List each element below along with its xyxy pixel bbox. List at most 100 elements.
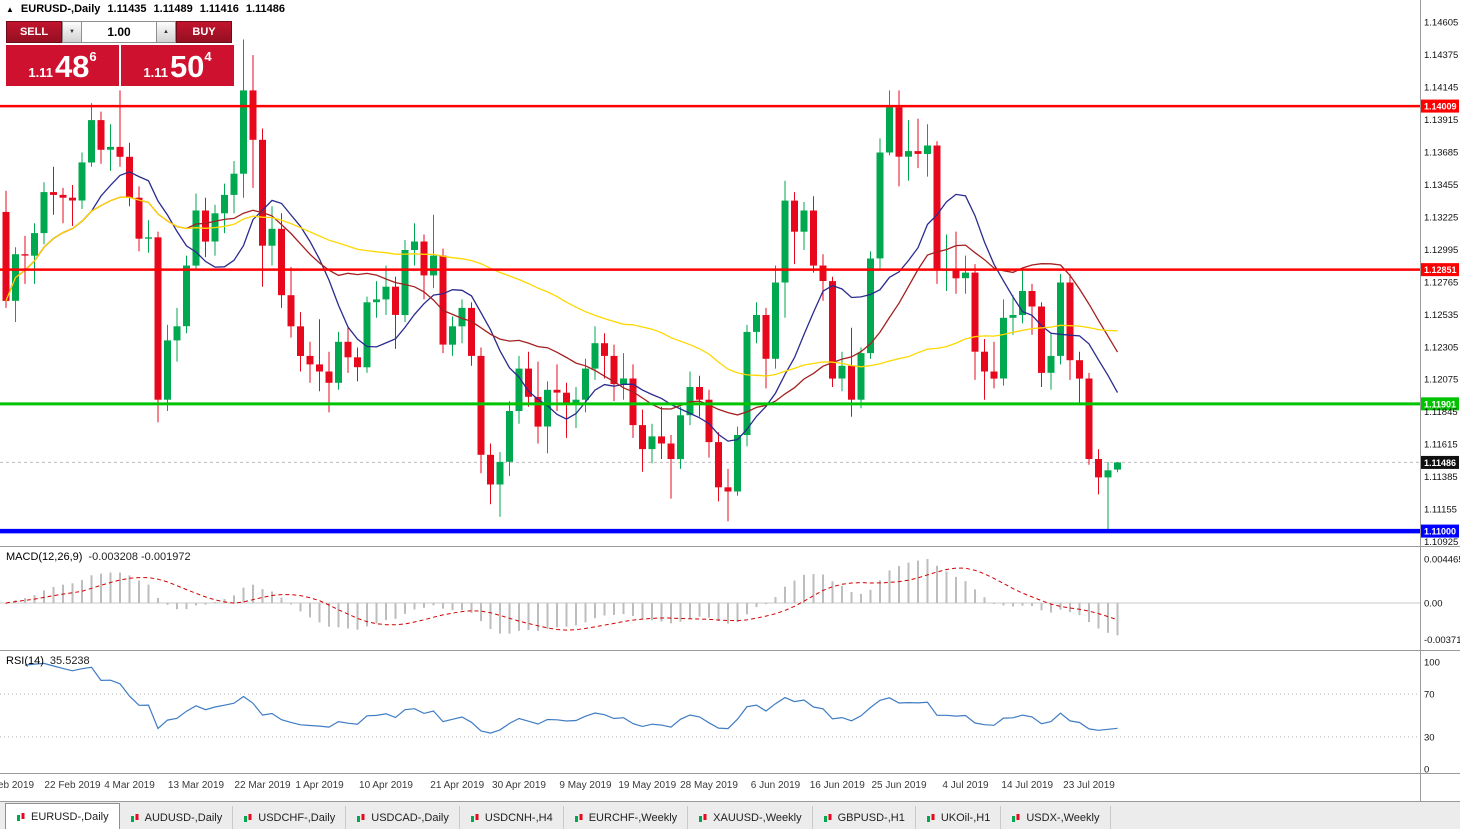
date-tick: 22 Feb 2019 <box>44 780 101 791</box>
macd-chart[interactable]: 0.004465 0.00 -0.003715 <box>0 547 1460 650</box>
date-tick: 23 Jul 2019 <box>1063 780 1115 791</box>
svg-text:1.13685: 1.13685 <box>1424 147 1458 158</box>
svg-text:1.14145: 1.14145 <box>1424 82 1458 93</box>
macd-name: MACD(12,26,9) <box>6 551 83 563</box>
volume-input[interactable] <box>82 21 156 43</box>
svg-text:0: 0 <box>1424 765 1429 774</box>
tab-label: USDCHF-,Daily <box>258 811 336 824</box>
rsi-value: 35.5238 <box>49 655 90 667</box>
sell-price-pip: 6 <box>89 49 97 64</box>
macd-values: -0.003208 -0.001972 <box>88 551 191 563</box>
date-tick: 30 Apr 2019 <box>492 780 546 791</box>
svg-text:1.12535: 1.12535 <box>1424 310 1458 321</box>
symbol-period-label: EURUSD-,Daily <box>20 3 101 15</box>
price-chart-panel: ▲ EURUSD-,Daily 1.11435 1.11489 1.11416 … <box>0 0 1460 546</box>
stepper-down-icon: ▼ <box>69 29 75 35</box>
mini-chart-icon <box>130 813 140 823</box>
tab-label: GBPUSD-,H1 <box>837 811 905 824</box>
date-tick: 13 Feb 2019 <box>0 780 35 791</box>
svg-text:1.11155: 1.11155 <box>1424 505 1457 516</box>
rsi-axis-labels: 100 70 30 0 <box>1424 658 1440 774</box>
buy-button[interactable]: BUY <box>176 21 232 43</box>
date-tick: 9 May 2019 <box>559 780 612 791</box>
svg-text:1.11486: 1.11486 <box>1424 458 1456 468</box>
price-axis-labels: 1.14605 1.14375 1.14145 1.13915 1.13685 1.134… <box>1424 17 1458 546</box>
moving-average-50 <box>5 196 1118 377</box>
tab-label: EURUSD-,Daily <box>31 810 109 823</box>
tab-label: USDCAD-,Daily <box>371 811 449 824</box>
sell-price-box[interactable]: 1.11 48 6 <box>6 45 119 86</box>
buy-price-prefix: 1.11 <box>143 65 168 80</box>
svg-text:1.10925: 1.10925 <box>1424 537 1458 546</box>
chart-tab-audusd-daily[interactable]: AUDUSD-,Daily <box>120 806 234 829</box>
date-tick: 1 Apr 2019 <box>295 780 344 791</box>
chart-tab-eurusd-daily[interactable]: EURUSD-,Daily <box>5 803 120 829</box>
mini-chart-icon <box>1011 813 1021 823</box>
mini-chart-icon <box>356 813 366 823</box>
ohlc-header: ▲ EURUSD-,Daily 1.11435 1.11489 1.11416 … <box>6 3 285 15</box>
mini-chart-icon <box>16 812 26 822</box>
low-value: 1.11416 <box>199 3 239 15</box>
chart-tab-usdcnh-h4[interactable]: USDCNH-,H4 <box>460 806 564 829</box>
one-click-trading-panel: SELL ▼ ▲ BUY 1.11 48 6 1.11 50 4 <box>6 21 236 86</box>
mini-chart-icon <box>574 813 584 823</box>
chart-tab-gbpusd-h1[interactable]: GBPUSD-,H1 <box>813 806 916 829</box>
date-tick: 13 Mar 2019 <box>167 780 225 791</box>
tab-label: AUDUSD-,Daily <box>144 811 223 824</box>
svg-text:1.13225: 1.13225 <box>1424 212 1458 223</box>
svg-text:1.13915: 1.13915 <box>1424 115 1458 126</box>
candlestick-chart[interactable]: 1.140091.128511.119011.110001.114861.146… <box>0 0 1460 546</box>
date-tick: 28 May 2019 <box>680 780 738 791</box>
high-value: 1.11489 <box>153 3 193 15</box>
svg-text:-0.003715: -0.003715 <box>1424 635 1460 646</box>
svg-text:1.14375: 1.14375 <box>1424 50 1458 61</box>
one-click-collapse-icon[interactable]: ▲ <box>6 4 14 14</box>
buy-price-box[interactable]: 1.11 50 4 <box>121 45 234 86</box>
svg-text:1.11000: 1.11000 <box>1424 527 1456 537</box>
sell-button[interactable]: SELL <box>6 21 62 43</box>
moving-average-20 <box>5 196 1119 416</box>
chart-tab-xauusd-weekly[interactable]: XAUUSD-,Weekly <box>688 806 813 829</box>
chart-tab-eurchf-weekly[interactable]: EURCHF-,Weekly <box>564 806 689 829</box>
moving-average-10 <box>5 171 1119 442</box>
date-tick: 19 May 2019 <box>618 780 677 791</box>
svg-text:1.12305: 1.12305 <box>1424 342 1458 353</box>
macd-panel: MACD(12,26,9) -0.003208 -0.001972 0.00446… <box>0 546 1460 650</box>
volume-increase-button[interactable]: ▲ <box>156 21 176 43</box>
svg-text:0.004465: 0.004465 <box>1424 555 1460 566</box>
tab-label: UKOil-,H1 <box>940 811 991 824</box>
mini-chart-icon <box>926 813 936 823</box>
macd-label: MACD(12,26,9) -0.003208 -0.001972 <box>6 551 191 563</box>
rsi-chart[interactable]: 100 70 30 0 <box>0 651 1460 773</box>
rsi-label: RSI(14) 35.5238 <box>6 655 90 667</box>
date-tick: 22 Mar 2019 <box>234 780 291 791</box>
svg-text:0.00: 0.00 <box>1424 599 1443 610</box>
chart-tab-usdcad-daily[interactable]: USDCAD-,Daily <box>346 806 460 829</box>
chart-tab-ukoil-h1[interactable]: UKOil-,H1 <box>916 806 1002 829</box>
chart-tab-usdx-weekly[interactable]: USDX-,Weekly <box>1001 806 1111 829</box>
candles-layer <box>2 39 1121 530</box>
macd-signal-line <box>5 567 1118 631</box>
svg-text:1.11845: 1.11845 <box>1424 407 1458 418</box>
volume-decrease-button[interactable]: ▼ <box>62 21 82 43</box>
mini-chart-icon <box>243 813 253 823</box>
horizontal-levels-layer[interactable]: 1.14009 1.12851 1.11901 1.11000 <box>0 99 1459 538</box>
chart-tab-usdchf-daily[interactable]: USDCHF-,Daily <box>233 806 347 829</box>
price-axis-separator[interactable] <box>1420 0 1421 801</box>
svg-text:1.13455: 1.13455 <box>1424 180 1458 191</box>
macd-axis-labels: 0.004465 0.00 -0.003715 <box>1424 555 1460 647</box>
date-tick: 4 Mar 2019 <box>104 780 155 791</box>
date-tick: 16 Jun 2019 <box>809 780 865 791</box>
rsi-line <box>24 662 1118 734</box>
svg-text:1.14009: 1.14009 <box>1424 102 1457 112</box>
date-tick: 6 Jun 2019 <box>750 780 801 791</box>
date-tick: 25 Jun 2019 <box>871 780 927 791</box>
sell-price-big: 48 <box>54 49 90 84</box>
svg-text:30: 30 <box>1424 732 1435 743</box>
svg-text:1.12995: 1.12995 <box>1424 245 1458 256</box>
sell-price-prefix: 1.11 <box>28 65 53 80</box>
svg-text:100: 100 <box>1424 658 1440 669</box>
date-tick: 10 Apr 2019 <box>359 780 413 791</box>
